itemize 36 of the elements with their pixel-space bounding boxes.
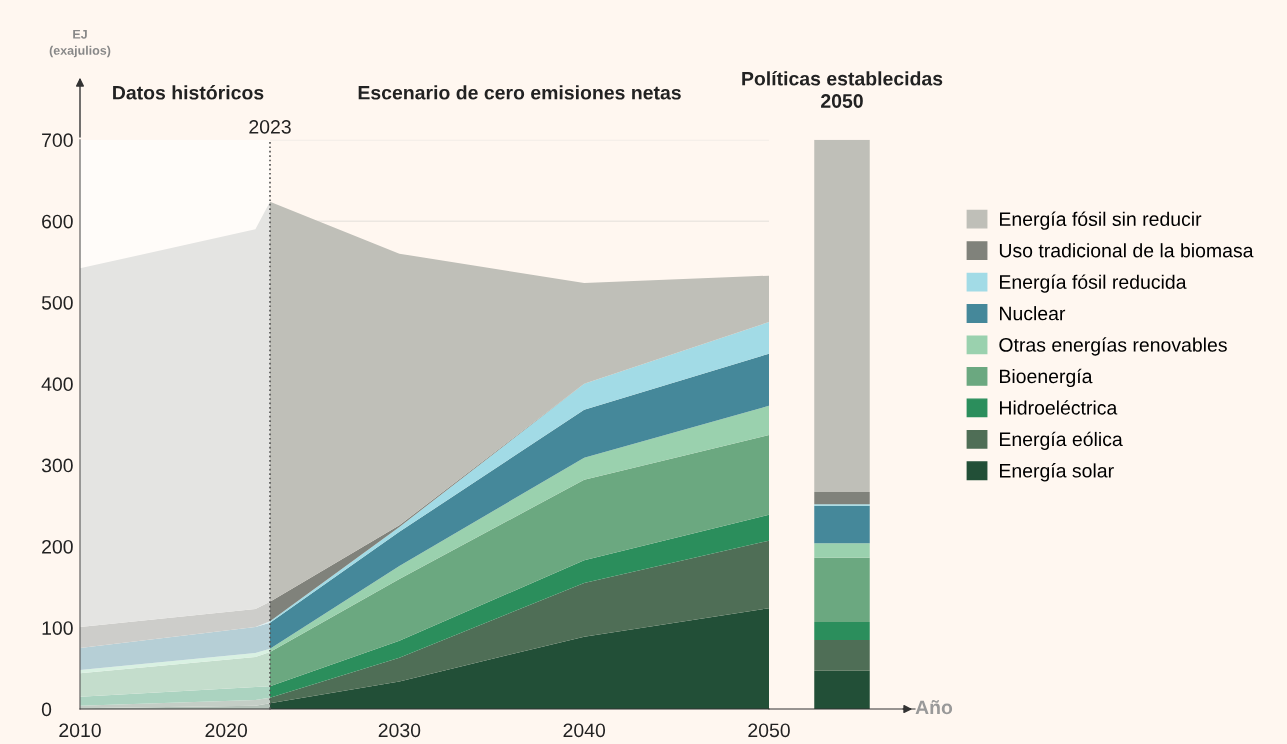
bar [814, 557, 870, 623]
y-tick-label: 700 [42, 133, 73, 148]
x-tick-label: 2040 [563, 723, 606, 738]
y-tick-label: 200 [42, 539, 73, 554]
x-axis-title: Año [915, 700, 953, 715]
legend-label: Hidroeléctrica [1000, 400, 1118, 415]
band-label: Datos históricos [113, 85, 264, 100]
bar [814, 505, 870, 544]
legend-label: Nuclear [1000, 306, 1066, 321]
legend-label: Energía fósil sin reducir [1000, 211, 1202, 230]
x-tick-label: 2010 [59, 723, 101, 738]
ref-line-label: 2023 [249, 119, 291, 134]
legend-label: Energía fósil reducida [1000, 274, 1187, 293]
bar [814, 139, 870, 492]
y-tick-label: 500 [41, 295, 73, 310]
bar [814, 670, 870, 710]
x-tick-label: 2020 [205, 723, 248, 738]
bar [814, 491, 870, 505]
y-axis-title: EJ (exajulios) [49, 29, 111, 58]
bar [814, 543, 870, 558]
legend-label: Bioenergía [1000, 368, 1093, 388]
chart-title: Políticas establecidas 2050 [742, 71, 943, 108]
legend-label: Uso tradicional de la biomasa [999, 243, 1254, 258]
legend-label: Otras energías renovables [999, 337, 1227, 356]
chart-title: Escenario de cero emisiones netas [358, 85, 681, 100]
bar [814, 639, 870, 671]
bar [814, 622, 870, 640]
y-tick-label: 600 [42, 214, 73, 229]
legend-label: Energía solar [1000, 463, 1114, 482]
legend-label: Energía eólica [1000, 431, 1123, 451]
x-tick-label: 2030 [378, 723, 421, 738]
y-tick-label: 400 [41, 377, 73, 392]
y-tick-label: 300 [41, 458, 73, 473]
x-tick-label: 2050 [748, 723, 790, 738]
y-tick-label: 100 [42, 621, 73, 635]
y-tick-label: 0 [41, 702, 52, 717]
